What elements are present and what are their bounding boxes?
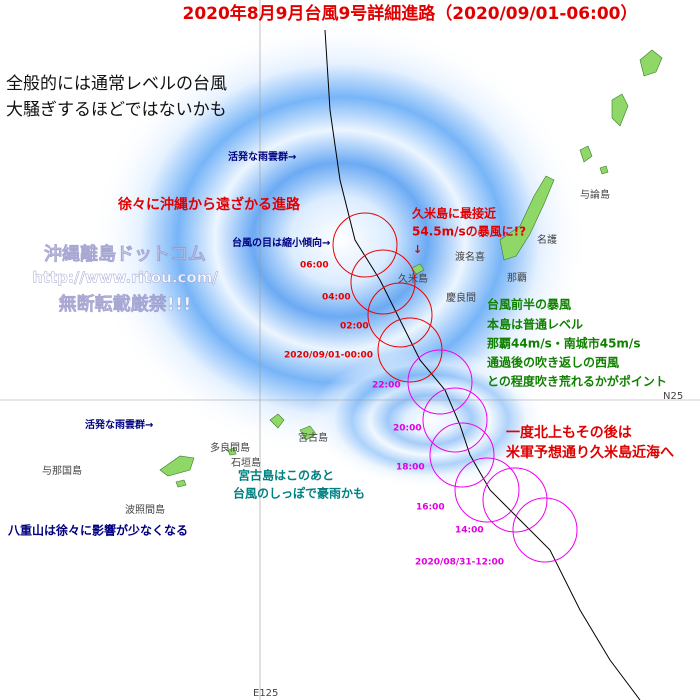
watermark: http://www.ritou.com/ [32,269,218,287]
track-line [324,29,641,700]
note: 徐々に沖縄から遠ざかる進路 [117,196,301,213]
place-label: 那覇 [507,272,527,284]
note: 通過後の吹き返しの西風 [487,355,619,370]
time-label: 14:00 [455,526,484,536]
grid-label: E125 [253,688,278,699]
place-label: 与那国島 [42,464,82,477]
track-circles [332,212,578,563]
time-label: 22:00 [372,381,401,391]
title: 2020年8月9月台風9号詳細進路（2020/09/01-06:00） [182,3,637,24]
watermark: 無断転載厳禁!!! [59,293,192,315]
place-label: 多良間島 [210,441,250,454]
islands [159,49,663,488]
note: 54.5m/sの暴風に!? [412,225,526,239]
note: 台風のしっぽで豪雨かも [233,486,365,501]
place-label: 渡名喜 [455,250,485,263]
note: 活発な雨雲群→ [228,150,296,163]
note: 台風の目は縮小傾向→ [232,236,330,249]
place-label: 久米島 [398,272,428,285]
time-label: 18:00 [396,463,425,473]
grid-label: N25 [663,391,683,402]
note: 米軍予想通り久米島近海へ [506,444,674,461]
summary: 全般的には通常レベルの台風 [6,74,227,94]
time-label: 04:00 [322,293,351,303]
summary: 大騒ぎするほどではないかも [6,100,227,120]
note: 久米島に最接近 [412,206,496,221]
time-label: 2020/08/31-12:00 [415,558,504,568]
note: 活発な雨雲群→ [85,418,153,431]
time-label: 20:00 [393,424,422,434]
place-label: 宮古島 [298,431,328,444]
note: 八重山は徐々に影響が少なくなる [7,523,188,538]
note: 那覇44m/s・南城市45m/s [487,336,640,351]
time-label: 06:00 [300,261,329,271]
note: 台風前半の暴風 [487,297,571,312]
note: 本島は普通レベル [487,317,583,332]
note: 一度北上もその後は [506,424,632,441]
place-label: 石垣島 [231,456,261,469]
time-label: 02:00 [340,322,369,332]
place-label: 与論島 [580,188,610,201]
watermark: 沖縄離島ドットコム [44,243,206,265]
note: 宮古島はこのあと [238,468,334,483]
note: ↓ [413,243,422,256]
place-label: 慶良間 [446,291,476,304]
note: との程度吹き荒れるかがポイント [487,374,667,389]
time-label: 2020/09/01-00:00 [284,351,373,361]
typhoon-swirl [90,20,590,490]
place-label: 名護 [537,233,557,246]
time-label: 16:00 [416,503,445,513]
place-label: 波照間島 [125,503,165,516]
